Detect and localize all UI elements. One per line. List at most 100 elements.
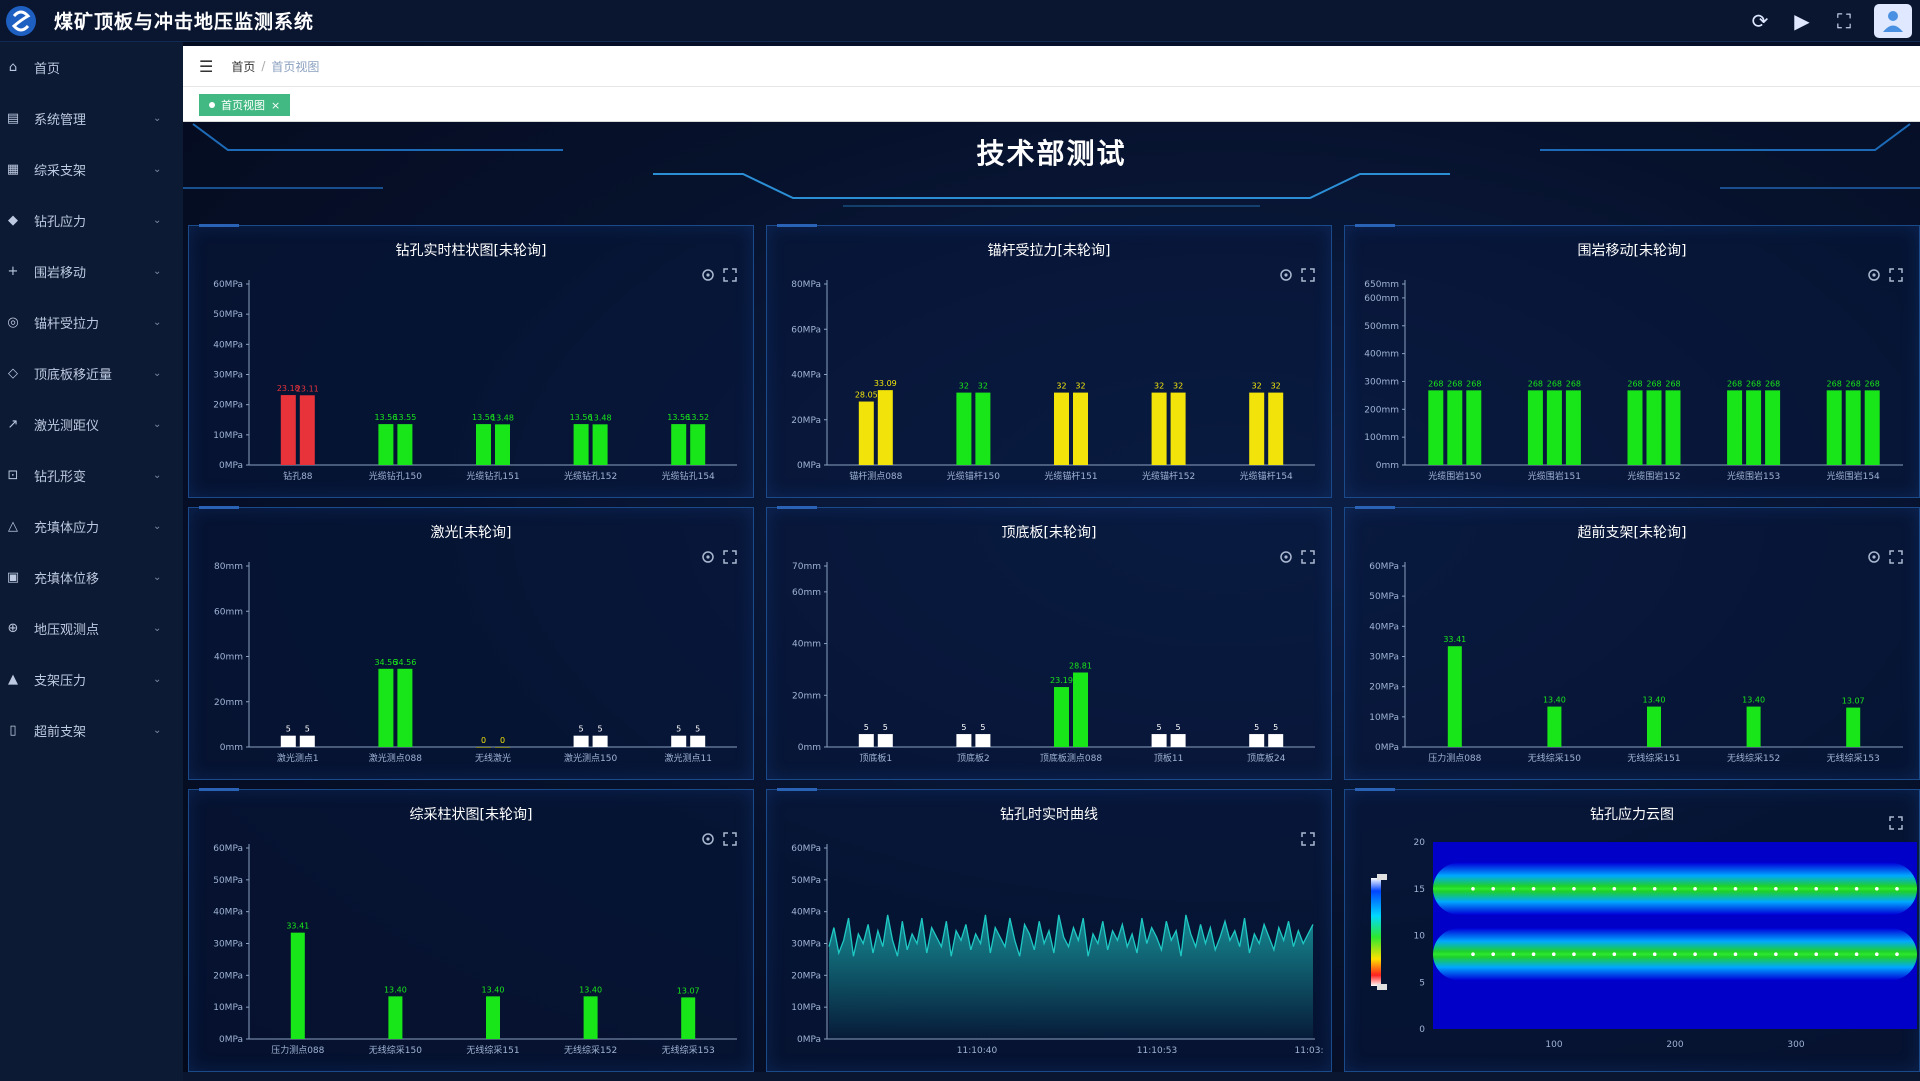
bar[interactable] xyxy=(1170,392,1186,465)
bar[interactable] xyxy=(877,390,893,465)
bar[interactable] xyxy=(1428,390,1444,465)
refresh-icon[interactable]: ⟳ xyxy=(1751,9,1769,33)
fullscreen-icon[interactable] xyxy=(1889,816,1903,830)
hamburger-icon[interactable]: ☰ xyxy=(199,56,214,76)
bar[interactable] xyxy=(592,735,608,747)
bar[interactable] xyxy=(280,395,296,465)
bar[interactable] xyxy=(1054,687,1069,747)
bar[interactable] xyxy=(1746,706,1761,747)
bar[interactable] xyxy=(975,392,991,465)
bar[interactable] xyxy=(1727,390,1743,465)
sidebar-item[interactable]: ▦ 综采支架 ⌄ xyxy=(0,144,183,195)
fullscreen-icon[interactable] xyxy=(1301,268,1315,282)
bar[interactable] xyxy=(1249,392,1265,465)
bar[interactable] xyxy=(1826,390,1842,465)
fullscreen-icon[interactable]: ⛶ xyxy=(1837,9,1851,33)
sidebar-item[interactable]: ◆ 钻孔应力 ⌄ xyxy=(0,195,183,246)
breadcrumb-home[interactable]: 首页 xyxy=(231,59,256,74)
bar[interactable] xyxy=(1170,734,1186,747)
settings-icon[interactable] xyxy=(701,268,715,282)
bar[interactable] xyxy=(290,932,305,1039)
bar[interactable] xyxy=(280,735,296,747)
scale-handle-bottom[interactable] xyxy=(1377,984,1387,990)
bar[interactable] xyxy=(1864,390,1880,465)
bar[interactable] xyxy=(690,735,706,747)
bar[interactable] xyxy=(877,734,893,747)
sidebar-item[interactable]: ▲ 支架压力 ⌄ xyxy=(0,654,183,705)
bar[interactable] xyxy=(486,996,500,1039)
bar[interactable] xyxy=(956,392,972,465)
bar[interactable] xyxy=(397,424,413,465)
bar[interactable] xyxy=(858,734,874,747)
sidebar-item[interactable]: ▤ 系统管理 ⌄ xyxy=(0,93,183,144)
bar[interactable] xyxy=(397,668,413,747)
bar[interactable] xyxy=(573,735,589,747)
settings-icon[interactable] xyxy=(1867,268,1881,282)
bar[interactable] xyxy=(975,734,991,747)
tag-close-icon[interactable]: × xyxy=(271,98,281,112)
bar[interactable] xyxy=(671,424,687,465)
bar[interactable] xyxy=(378,668,394,747)
bar[interactable] xyxy=(1627,390,1643,465)
settings-icon[interactable] xyxy=(1279,268,1293,282)
fullscreen-icon[interactable] xyxy=(1301,832,1315,846)
bar[interactable] xyxy=(1151,734,1167,747)
sidebar-item[interactable]: ◎ 锚杆受拉力 ⌄ xyxy=(0,297,183,348)
bar[interactable] xyxy=(1268,392,1284,465)
bar[interactable] xyxy=(1466,390,1482,465)
settings-icon[interactable] xyxy=(1867,550,1881,564)
bar[interactable] xyxy=(858,401,874,465)
sidebar-item[interactable]: ↗ 激光测距仪 ⌄ xyxy=(0,399,183,450)
sidebar-item[interactable]: ▣ 充填体位移 ⌄ xyxy=(0,552,183,603)
bar[interactable] xyxy=(681,997,696,1039)
bar[interactable] xyxy=(1447,646,1462,747)
fullscreen-icon[interactable] xyxy=(1301,550,1315,564)
settings-icon[interactable] xyxy=(701,550,715,564)
scale-handle-top[interactable] xyxy=(1377,874,1387,880)
bar[interactable] xyxy=(1746,390,1762,465)
sidebar-item[interactable]: ◇ 顶底板移近量 ⌄ xyxy=(0,348,183,399)
bar[interactable] xyxy=(1268,734,1284,747)
bar[interactable] xyxy=(1565,390,1581,465)
sidebar-item[interactable]: △ 充填体应力 ⌄ xyxy=(0,501,183,552)
bar[interactable] xyxy=(1846,707,1861,747)
fullscreen-icon[interactable] xyxy=(723,550,737,564)
sidebar-item[interactable]: ⌂ 首页 xyxy=(0,42,183,93)
bar[interactable] xyxy=(1646,390,1662,465)
bar[interactable] xyxy=(583,996,598,1039)
fullscreen-icon[interactable] xyxy=(1889,550,1903,564)
sidebar-item[interactable]: + 围岩移动 ⌄ xyxy=(0,246,183,297)
bar[interactable] xyxy=(1447,390,1463,465)
bar[interactable] xyxy=(1151,392,1167,465)
bar[interactable] xyxy=(1547,706,1562,747)
bar[interactable] xyxy=(476,424,491,465)
bar[interactable] xyxy=(495,747,510,748)
bar[interactable] xyxy=(1765,390,1781,465)
settings-icon[interactable] xyxy=(701,832,715,846)
tag-home-view[interactable]: 首页视图 × xyxy=(199,94,291,116)
fullscreen-icon[interactable] xyxy=(723,268,737,282)
bar[interactable] xyxy=(956,734,972,747)
bar[interactable] xyxy=(1845,390,1861,465)
bar[interactable] xyxy=(1073,392,1088,465)
bar[interactable] xyxy=(592,424,608,465)
sidebar-item[interactable]: ⊡ 钻孔形变 ⌄ xyxy=(0,450,183,501)
bar[interactable] xyxy=(299,735,315,747)
fullscreen-icon[interactable] xyxy=(723,832,737,846)
user-avatar-icon[interactable] xyxy=(1874,4,1912,38)
bar[interactable] xyxy=(573,424,589,465)
series-line[interactable] xyxy=(828,914,1314,957)
bar[interactable] xyxy=(1054,392,1069,465)
bar[interactable] xyxy=(690,424,706,465)
settings-icon[interactable] xyxy=(1279,550,1293,564)
bar[interactable] xyxy=(1527,390,1543,465)
sidebar-item[interactable]: ▯ 超前支架 ⌄ xyxy=(0,705,183,756)
bar[interactable] xyxy=(1546,390,1562,465)
bar[interactable] xyxy=(1073,672,1088,747)
bar[interactable] xyxy=(378,424,394,465)
bar[interactable] xyxy=(1249,734,1265,747)
play-icon[interactable]: ▶ xyxy=(1794,9,1810,33)
bar[interactable] xyxy=(671,735,687,747)
bar[interactable] xyxy=(476,747,491,748)
bar[interactable] xyxy=(299,395,315,465)
